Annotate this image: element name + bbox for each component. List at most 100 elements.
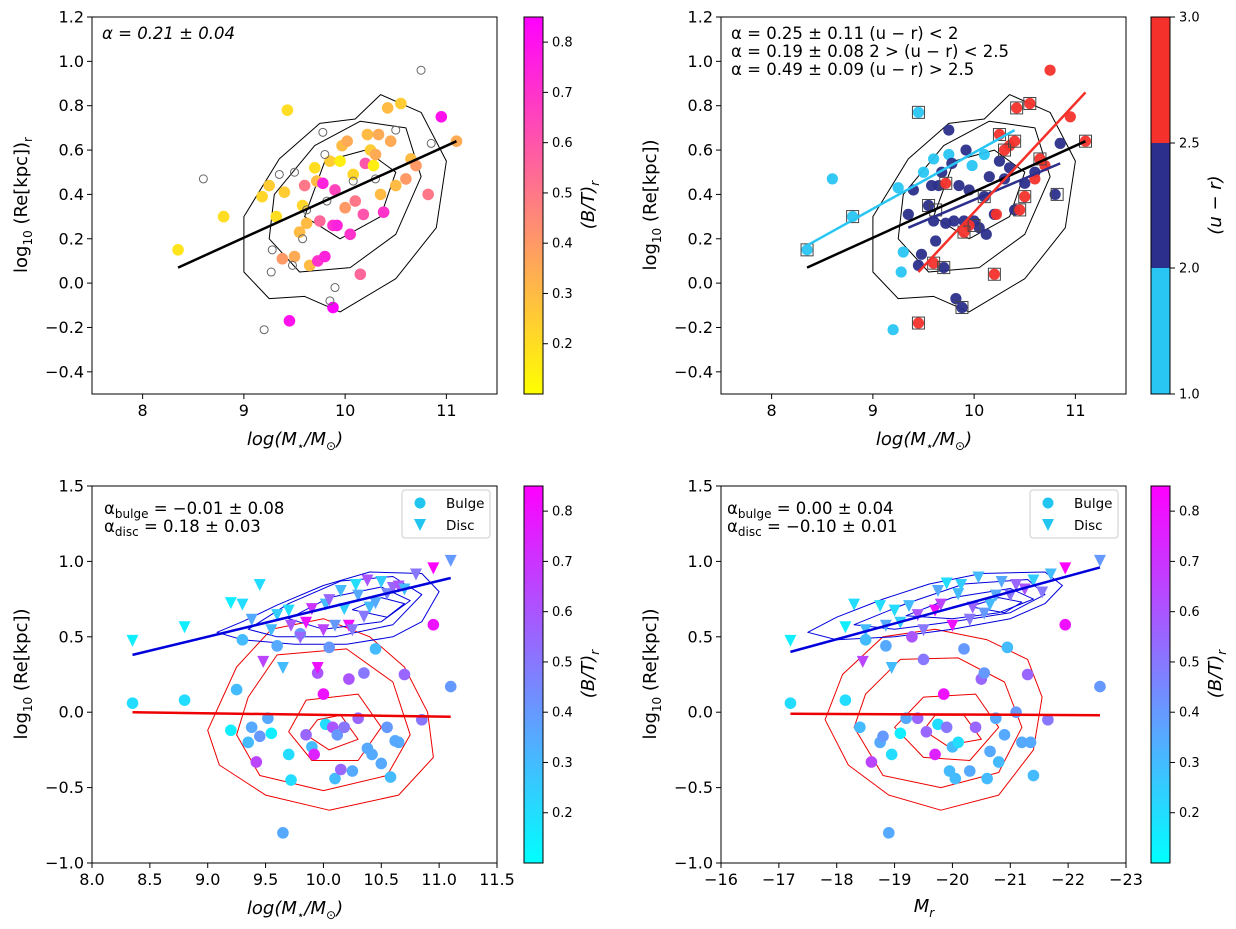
p3-axes-frame — [91, 485, 498, 864]
p3-fit-line-disc-fit — [132, 576, 452, 657]
ur-band-navy — [1151, 143, 1170, 268]
p1-xlabel: log(M⋆/M⊙) — [247, 429, 343, 453]
colorbar-tick-label: 3.0 — [1179, 11, 1200, 26]
p2-ytick-label: −0.2 — [674, 318, 713, 337]
p1-point-galaxies-45 — [389, 179, 402, 192]
p4-point-disc-5 — [874, 600, 887, 613]
p4-point-bulge-39 — [1024, 736, 1037, 749]
p4-point-bulge-29 — [981, 772, 993, 785]
p3-point-disc-24 — [349, 579, 362, 592]
p3-point-bulge-42 — [427, 618, 440, 631]
p3-point-disc-36 — [427, 562, 440, 575]
p2-point--u-r-2-3 — [887, 324, 899, 336]
p3-point-disc-12 — [294, 631, 307, 644]
p3-point-disc-29 — [369, 597, 382, 610]
p4-point-bulge-6 — [877, 730, 889, 743]
p1-colorbar-label: (B/T)r — [578, 180, 602, 229]
panel-bottom-right: −16 −17 −18 −19 −20 −21 −22 −23 −1.0 −0.5 0.0 0.5 1.… — [674, 477, 1143, 890]
p2-fit-line--u-r-2 — [806, 129, 1016, 247]
colorbar-tick-label: 0.4 — [1179, 706, 1200, 721]
p4-point-bulge-0 — [784, 697, 797, 709]
panel-bottom-left: 8.0 8.5 9.0 9.5 10.0 10.5 11.0 11.5 −1.0 −0.5 0.0 0… — [45, 477, 515, 890]
p2-point-2-u-r-2-5-17 — [956, 301, 968, 314]
p3-xtick-label: 10.0 — [306, 870, 342, 889]
p2-point-2-u-r-2-5-27 — [993, 155, 1006, 167]
p3-point-bulge-4 — [236, 634, 249, 646]
p3-point-bulge-18 — [308, 748, 320, 761]
colorbar-tick-label: 0.2 — [552, 337, 573, 352]
p4-point-disc-28 — [1010, 579, 1023, 592]
p3-ytick-label: −1.0 — [45, 854, 84, 873]
p1-point-galaxies-7 — [283, 315, 296, 327]
p2-xtick-label: 11 — [1065, 401, 1085, 420]
p4-ytick-label: −0.5 — [674, 778, 713, 797]
p4-point-bulge-14 — [917, 653, 930, 666]
p4-point-bulge-32 — [992, 756, 1005, 768]
p4-point-bulge-9 — [885, 748, 898, 761]
p3-colorbar-label: (B/T)r — [578, 649, 602, 698]
colorbar-tick-label: 2.0 — [1179, 262, 1200, 277]
p3-annotation-1: αbulge = −0.01 ± 0.08 — [104, 499, 284, 521]
p1-point-galaxies-5 — [278, 186, 291, 198]
p4-point-disc-17 — [946, 619, 959, 632]
p4-point-disc-33 — [1059, 562, 1072, 575]
p1-point-galaxies-15 — [308, 162, 321, 174]
p2-point-2-u-r-2-5-24 — [980, 228, 992, 240]
p2-xtick-label: 10 — [964, 401, 984, 420]
p3-point-disc-37 — [444, 554, 457, 567]
p3-xtick-label: 8.0 — [79, 870, 104, 889]
p3-point-bulge-11 — [271, 640, 283, 652]
panel-top-left: 8 9 10 11 −0.4 −0.2 0.0 0.2 0.4 0.6 0.8 1.0 1.2 — [45, 8, 498, 420]
p4-point-disc-12 — [917, 624, 930, 637]
p3-point-disc-30 — [375, 576, 388, 589]
p2-plot-area — [800, 64, 1092, 336]
p2-point--u-r-2-8 — [917, 166, 930, 178]
p4-ylabel: log10 (Re[kpc]) — [640, 608, 664, 739]
p4-contour-disc-0 — [807, 571, 1063, 641]
p3-point-disc-14 — [305, 603, 318, 616]
p2-point-2-u-r-2-5-34 — [1054, 137, 1066, 150]
p4-xtick-label: −17 — [762, 870, 796, 889]
ur-band-cyan — [1151, 268, 1170, 394]
legend-bulge-marker — [1042, 497, 1054, 509]
p2-point--u-r-2-9 — [928, 153, 940, 165]
p2-ytick-label: 1.2 — [688, 8, 713, 27]
p1-colorbar: 0.2 0.3 0.4 0.5 0.6 0.7 0.8 (B/T)r — [523, 16, 602, 395]
p2-colorbar-label: (u − r) — [1205, 175, 1226, 234]
p4-point-disc-18 — [952, 588, 965, 601]
p4-point-bulge-34 — [1001, 641, 1014, 654]
p4-point-disc-2 — [848, 598, 861, 611]
p4-ytick-label: 0.0 — [688, 703, 713, 722]
p2-point-boxed-galaxies-15 — [1023, 96, 1037, 110]
p2-point-boxed-galaxies-7 — [967, 218, 981, 232]
p3-point-bulge-16 — [300, 729, 312, 741]
p1-annotation: α = 0.21 ± 0.04 — [102, 24, 235, 43]
p3-xlabel: log(M⋆/M⊙) — [247, 898, 343, 922]
p3-point-bulge-12 — [277, 827, 289, 839]
p3-point-disc-28 — [363, 601, 376, 614]
p1-point-comparison-sample-10 — [320, 149, 330, 159]
p4-point-disc-23 — [978, 607, 991, 620]
p1-point-galaxies-4 — [270, 210, 283, 223]
p1-point-galaxies-30 — [344, 228, 356, 241]
p4-point-disc-14 — [931, 585, 944, 598]
p3-point-bulge-2 — [225, 724, 237, 737]
p3-point-bulge-34 — [369, 643, 382, 655]
p2-point-boxed-galaxies-11 — [1008, 134, 1022, 148]
p2-xtick-label: 9 — [868, 401, 878, 420]
p3-point-disc-5 — [253, 579, 266, 592]
p3-annotation-2: αdisc = 0.18 ± 0.03 — [104, 517, 261, 539]
p3-point-disc-19 — [329, 619, 341, 632]
p1-point-comparison-sample-7 — [298, 234, 308, 244]
colorbar-tick-label: 0.6 — [1179, 605, 1200, 620]
p2-point-boxed-galaxies-19 — [937, 261, 951, 275]
p4-point-bulge-1 — [839, 694, 852, 706]
p4-point-bulge-41 — [1059, 618, 1072, 631]
p1-point-galaxies-0 — [172, 244, 184, 256]
p1-point-galaxies-2 — [256, 190, 268, 203]
p1-point-galaxies-31 — [347, 168, 360, 181]
p4-xtick-label: −23 — [1109, 870, 1143, 889]
p3-point-bulge-14 — [285, 774, 297, 786]
p1-point-galaxies-13 — [300, 217, 313, 230]
